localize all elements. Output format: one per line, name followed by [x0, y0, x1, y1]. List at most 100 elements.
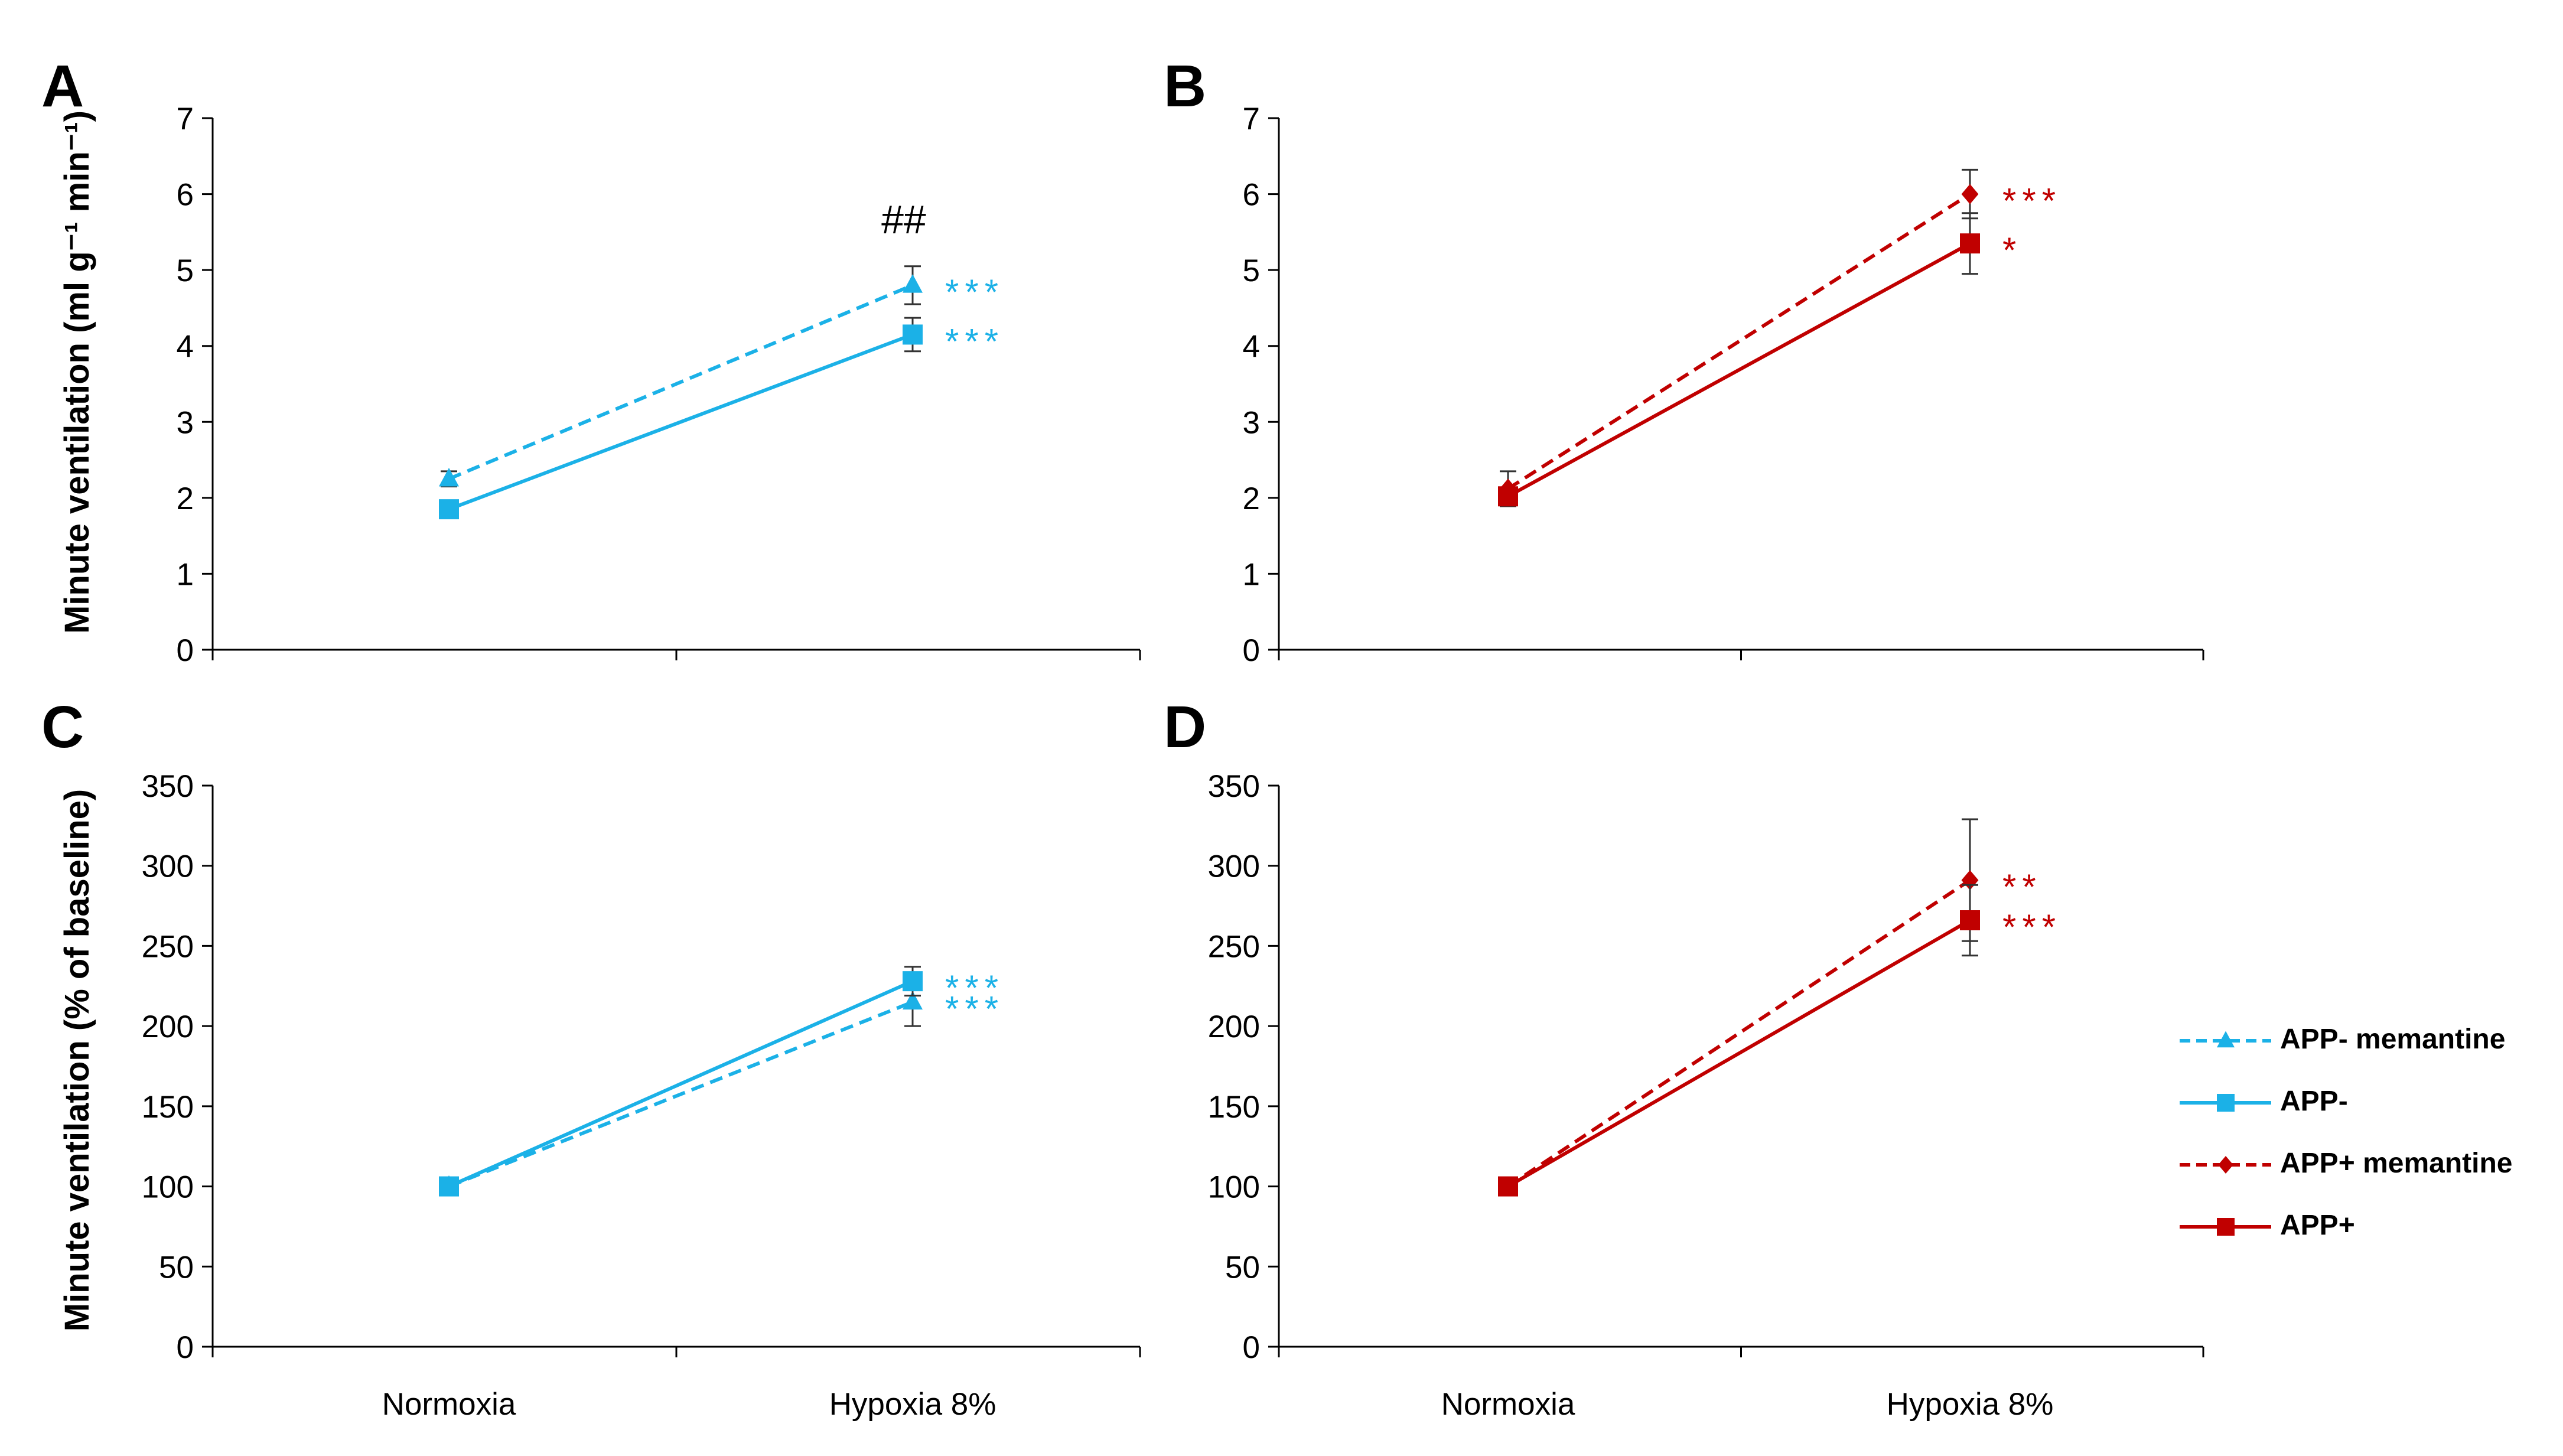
- legend: APP- memantine APP- APP+ memantine APP+: [2180, 1024, 2512, 1241]
- data-point: [439, 468, 459, 487]
- y-tick-label: 300: [142, 849, 194, 884]
- plot-area-d: *****: [1498, 818, 2062, 1197]
- legend-symbol: [2180, 1218, 2271, 1236]
- data-point: [1960, 910, 1980, 930]
- y-tick-label: 0: [1243, 1330, 1260, 1365]
- series-app: *: [1498, 212, 2016, 507]
- y-tick-label: 3: [1243, 405, 1260, 440]
- y-tick-label: 150: [142, 1090, 194, 1125]
- legend-symbol: [2180, 1156, 2271, 1174]
- panel-d: D 0 50 100 150 200 250 300 350 ***** Normoxia H…: [1164, 694, 2204, 1422]
- y-tick-label: 350: [142, 769, 194, 804]
- legend-label: APP-: [2280, 1086, 2348, 1117]
- legend-symbol: [2180, 1094, 2271, 1112]
- y-tick-label: 250: [1208, 929, 1260, 964]
- x-tick-label-normoxia-d: Normoxia: [1441, 1387, 1575, 1422]
- legend-label: APP+ memantine: [2280, 1148, 2512, 1179]
- legend-marker: [2218, 1156, 2233, 1174]
- y-tick-label: 1: [1243, 557, 1260, 592]
- data-point: [1960, 233, 1980, 254]
- significance-label: ***: [2002, 907, 2062, 947]
- y-tick-label: 5: [177, 253, 194, 288]
- x-tick-label-normoxia-c: Normoxia: [382, 1387, 516, 1422]
- significance-label: ***: [945, 989, 1004, 1028]
- legend-symbol: [2180, 1031, 2271, 1048]
- panel-letter-d: D: [1164, 694, 1206, 760]
- legend-label: APP+: [2280, 1210, 2355, 1241]
- significance-label: ***: [945, 968, 1004, 1008]
- legend-marker: [2217, 1094, 2235, 1112]
- axes-d: [1278, 786, 2204, 1357]
- series-app-memantine: **: [1499, 818, 2042, 1197]
- data-point: [1961, 184, 1979, 204]
- series-line: [1507, 878, 1971, 1188]
- data-point: [1498, 1176, 1518, 1197]
- y-tick-label: 2: [177, 481, 194, 516]
- y-ticks-b: 0 1 2 3 4 5 6 7: [1243, 102, 1279, 668]
- y-tick-label: 5: [1243, 253, 1260, 288]
- significance-label: ***: [945, 272, 1004, 312]
- series-line: [448, 979, 914, 1188]
- data-point: [903, 274, 923, 293]
- y-tick-label: 150: [1208, 1090, 1260, 1125]
- panel-letter-c: C: [41, 694, 84, 760]
- series-app: ***: [439, 317, 998, 520]
- series-line: [448, 284, 914, 481]
- panel-c: C Minute ventilation (% of baseline) 0 50…: [41, 694, 1141, 1422]
- series-line: [1507, 193, 1971, 490]
- y-tick-label: 200: [142, 1009, 194, 1044]
- y-tick-label: 2: [1243, 481, 1260, 516]
- plot-area-a: *** ***: [439, 265, 1004, 520]
- axes-c: [211, 786, 1141, 1357]
- legend-entry-app-plus-memantine: APP+ memantine: [2180, 1148, 2512, 1179]
- y-tick-label: 350: [1208, 769, 1260, 804]
- y-ticks-c: 0 50 100 150 200 250 300 350: [142, 769, 213, 1365]
- data-point: [903, 971, 923, 992]
- y-tick-label: 6: [1243, 178, 1260, 213]
- y-axis-title-c: Minute ventilation (% of baseline): [58, 789, 96, 1331]
- data-point: [903, 324, 923, 345]
- y-tick-label: 100: [142, 1170, 194, 1205]
- series-app-memantine: ***: [439, 977, 1004, 1194]
- y-tick-label: 0: [1243, 633, 1260, 668]
- series-line: [448, 333, 914, 511]
- data-point: [1498, 486, 1518, 507]
- panel-letter-a: A: [41, 53, 84, 119]
- plot-area-b: ****: [1498, 168, 2056, 507]
- y-tick-label: 7: [1243, 102, 1260, 136]
- y-ticks-a: 0 1 2 3 4 5 6 7: [177, 102, 213, 668]
- panel-a: A Minute ventilation (ml g⁻¹ min⁻¹) 0 1 2 3…: [41, 53, 1141, 668]
- y-tick-label: 0: [177, 633, 194, 668]
- y-tick-label: 6: [177, 178, 194, 213]
- y-tick-label: 1: [177, 557, 194, 592]
- x-tick-label-hypoxia-c: Hypoxia 8%: [829, 1387, 996, 1422]
- legend-marker: [2217, 1031, 2235, 1048]
- y-tick-label: 200: [1208, 1009, 1260, 1044]
- between-group-annotation: ##: [881, 197, 926, 242]
- y-ticks-d: 0 50 100 150 200 250 300 350: [1208, 769, 1279, 1365]
- y-tick-label: 4: [1243, 330, 1260, 364]
- legend-entry-app-minus-memantine: APP- memantine: [2180, 1024, 2505, 1055]
- y-tick-label: 3: [177, 405, 194, 440]
- axes-a: [211, 118, 1141, 660]
- legend-label: APP- memantine: [2280, 1024, 2505, 1055]
- series-line: [448, 1000, 914, 1188]
- series-app-memantine: ***: [1499, 168, 2056, 507]
- significance-label: **: [2002, 867, 2042, 907]
- y-tick-label: 100: [1208, 1170, 1260, 1205]
- plot-area-c: ******: [439, 966, 1004, 1197]
- data-point: [1961, 870, 1979, 891]
- series-line: [1507, 918, 1971, 1188]
- y-tick-label: 250: [142, 929, 194, 964]
- y-tick-label: 50: [159, 1250, 194, 1285]
- y-tick-label: 7: [177, 102, 194, 136]
- y-tick-label: 0: [177, 1330, 194, 1365]
- data-point: [439, 499, 459, 520]
- series-app-memantine: ***: [439, 265, 1004, 488]
- legend-entry-app-plus: APP+: [2180, 1210, 2355, 1241]
- data-point: [439, 1176, 459, 1197]
- series-app: ***: [439, 966, 1004, 1197]
- y-axis-title-a: Minute ventilation (ml g⁻¹ min⁻¹): [58, 110, 96, 634]
